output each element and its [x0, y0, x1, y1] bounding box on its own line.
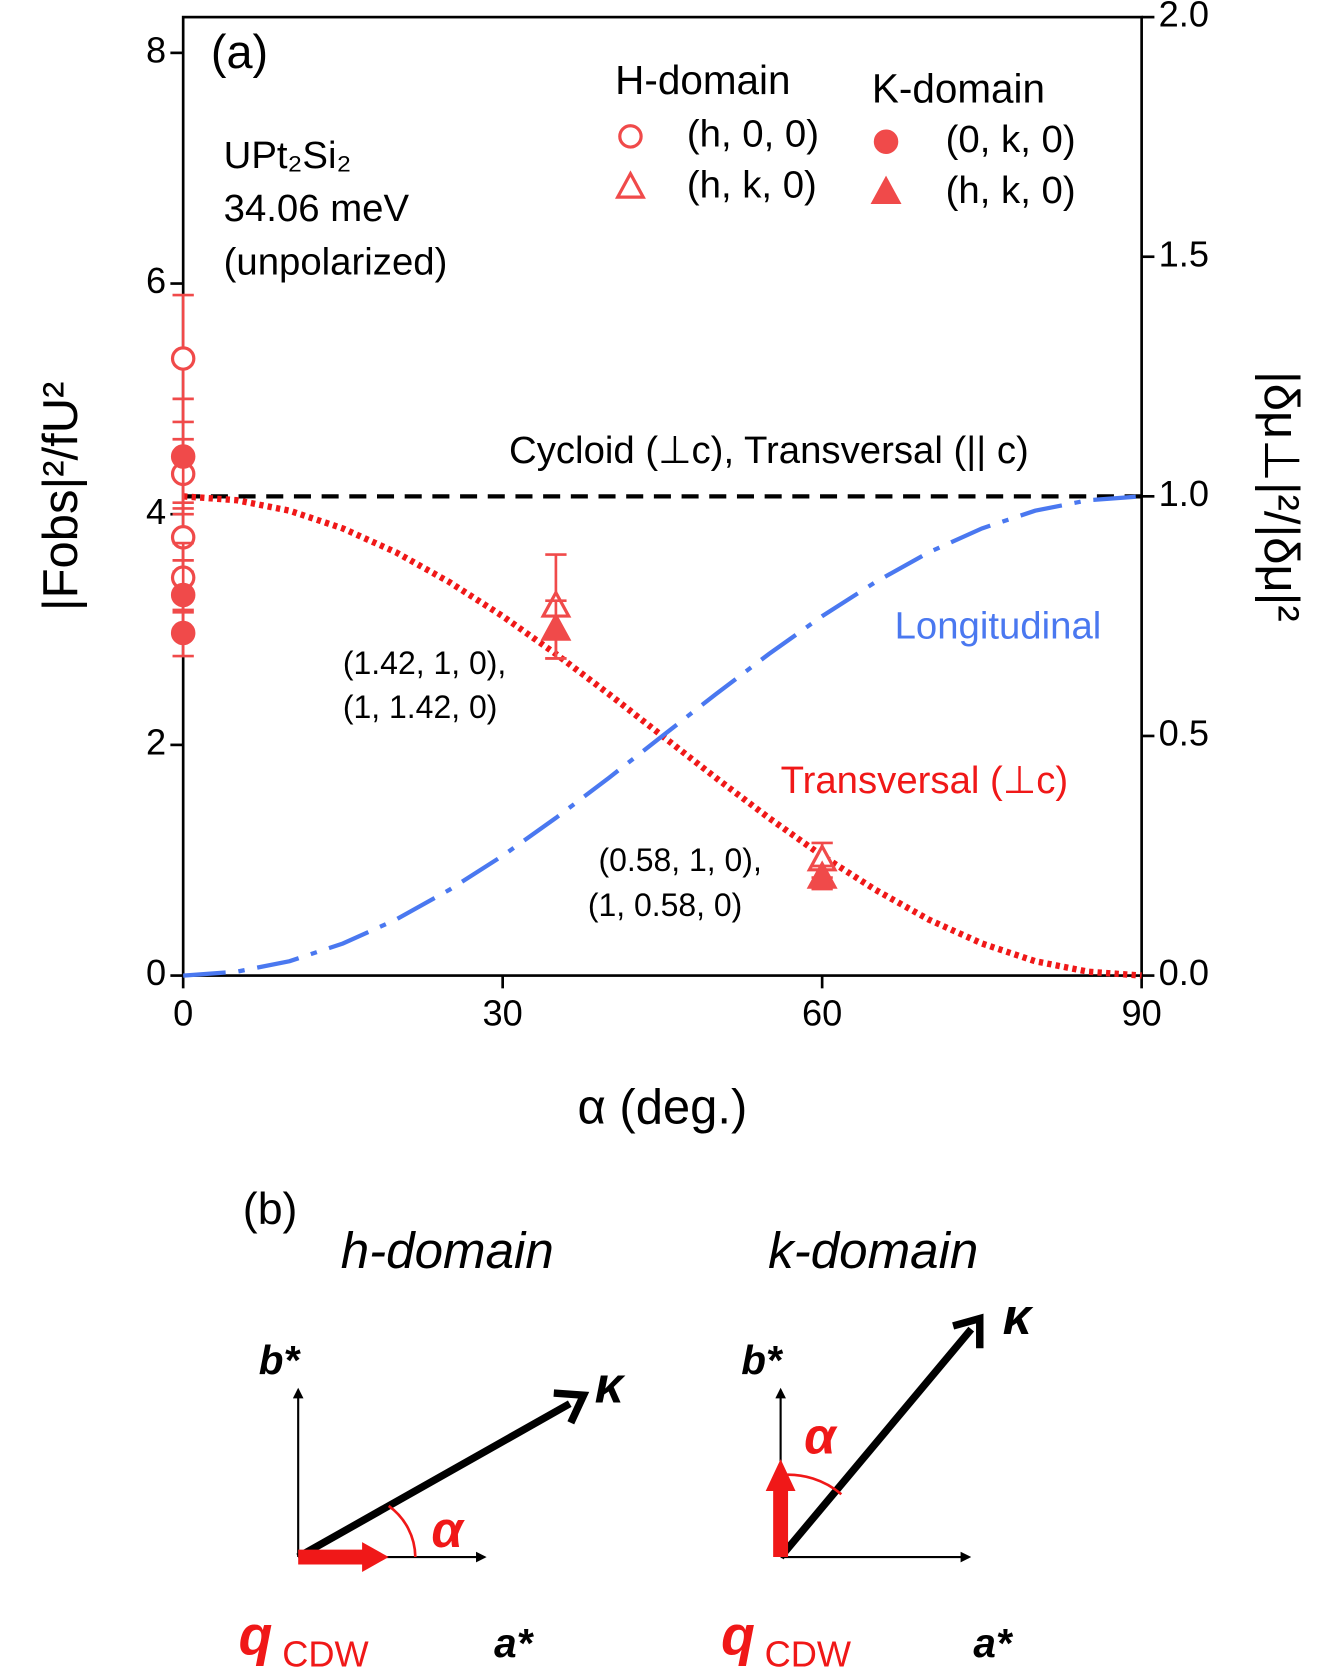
y2-tick-label: 0.5	[1159, 713, 1209, 754]
kappa-head	[952, 1313, 984, 1349]
x-tick-label: 30	[483, 993, 523, 1034]
data-point	[170, 582, 196, 608]
x-tick-label: 90	[1122, 993, 1162, 1034]
kappa-arrow	[296, 1400, 572, 1561]
legend-marker	[614, 170, 646, 199]
panel-b: (b) h-domain k-domain b* a* κ α q CDW b*…	[239, 1185, 1034, 1670]
kappa-arrow	[777, 1326, 975, 1560]
y-tick-label: 0	[146, 952, 166, 993]
legend-label: (h, 0, 0)	[687, 113, 819, 156]
k-domain-title: k-domain	[768, 1222, 978, 1279]
legend-label: (h, k, 0)	[946, 169, 1076, 212]
q-label: q	[239, 1605, 273, 1667]
legend-label: (0, k, 0)	[946, 118, 1076, 161]
curve-label: Transversal (⊥c)	[781, 759, 1069, 802]
q-head	[362, 1542, 389, 1572]
y-tick-label: 6	[146, 260, 166, 301]
q-head	[765, 1459, 796, 1492]
b-label: b*	[741, 1337, 784, 1383]
annotation: (1, 1.42, 0)	[343, 689, 497, 725]
annotation: (0.58, 1, 0),	[599, 842, 762, 878]
annotation: (unpolarized)	[224, 240, 448, 283]
x-tick-label: 60	[802, 993, 842, 1034]
panel-label: (a)	[211, 26, 268, 78]
x-axis-label: α (deg.)	[577, 1081, 747, 1135]
q-subscript: CDW	[282, 1634, 369, 1670]
annotation: 34.06 meV	[224, 187, 410, 230]
q-label: q	[721, 1605, 755, 1667]
y2-tick-label: 2.0	[1159, 0, 1209, 35]
q-subscript: CDW	[765, 1634, 852, 1670]
y-axis-label: |Fobs|²/fU²	[34, 382, 88, 612]
curve	[183, 494, 1142, 978]
a-label: a*	[973, 1620, 1013, 1666]
kappa-head	[553, 1389, 590, 1425]
legend-marker	[873, 129, 899, 154]
panel-label: (b)	[243, 1185, 298, 1234]
annotation: (1.42, 1, 0),	[343, 645, 506, 681]
legend-label: (h, k, 0)	[687, 164, 817, 207]
alpha-label: α	[804, 1407, 838, 1464]
data-point	[806, 860, 838, 889]
annotation: UPt₂Si₂	[224, 134, 352, 177]
y-tick-label: 8	[146, 29, 166, 70]
y2-axis-label: |δμ⊥|²/|δμ|²	[1254, 371, 1308, 622]
a-label: a*	[494, 1620, 534, 1666]
legend-title: H-domain	[615, 57, 790, 103]
y-tick-label: 2	[146, 721, 166, 762]
y-tick-label: 4	[146, 491, 166, 532]
angle-arc	[780, 1473, 843, 1496]
y2-tick-label: 0.0	[1159, 952, 1209, 993]
data-point	[170, 620, 196, 646]
angle-arc	[387, 1504, 417, 1558]
legend-marker	[618, 124, 643, 149]
curve-label: Cycloid (⊥c), Transversal (|| c)	[509, 429, 1029, 472]
x-tick-label: 0	[173, 993, 193, 1034]
alpha-label: α	[431, 1501, 465, 1558]
data-point	[170, 444, 196, 469]
b-label: b*	[259, 1337, 302, 1383]
data-point	[170, 346, 196, 371]
kappa-label: κ	[1003, 1288, 1034, 1345]
curve-label: Longitudinal	[895, 605, 1102, 648]
kappa-label: κ	[595, 1356, 626, 1413]
h-domain-title: h-domain	[341, 1222, 554, 1279]
legend-marker	[870, 175, 902, 205]
y2-tick-label: 1.5	[1159, 233, 1209, 274]
legend-title: K-domain	[872, 65, 1045, 111]
annotation: (1, 0.58, 0)	[588, 887, 742, 923]
y2-tick-label: 1.0	[1159, 473, 1209, 514]
data-point	[540, 612, 572, 641]
